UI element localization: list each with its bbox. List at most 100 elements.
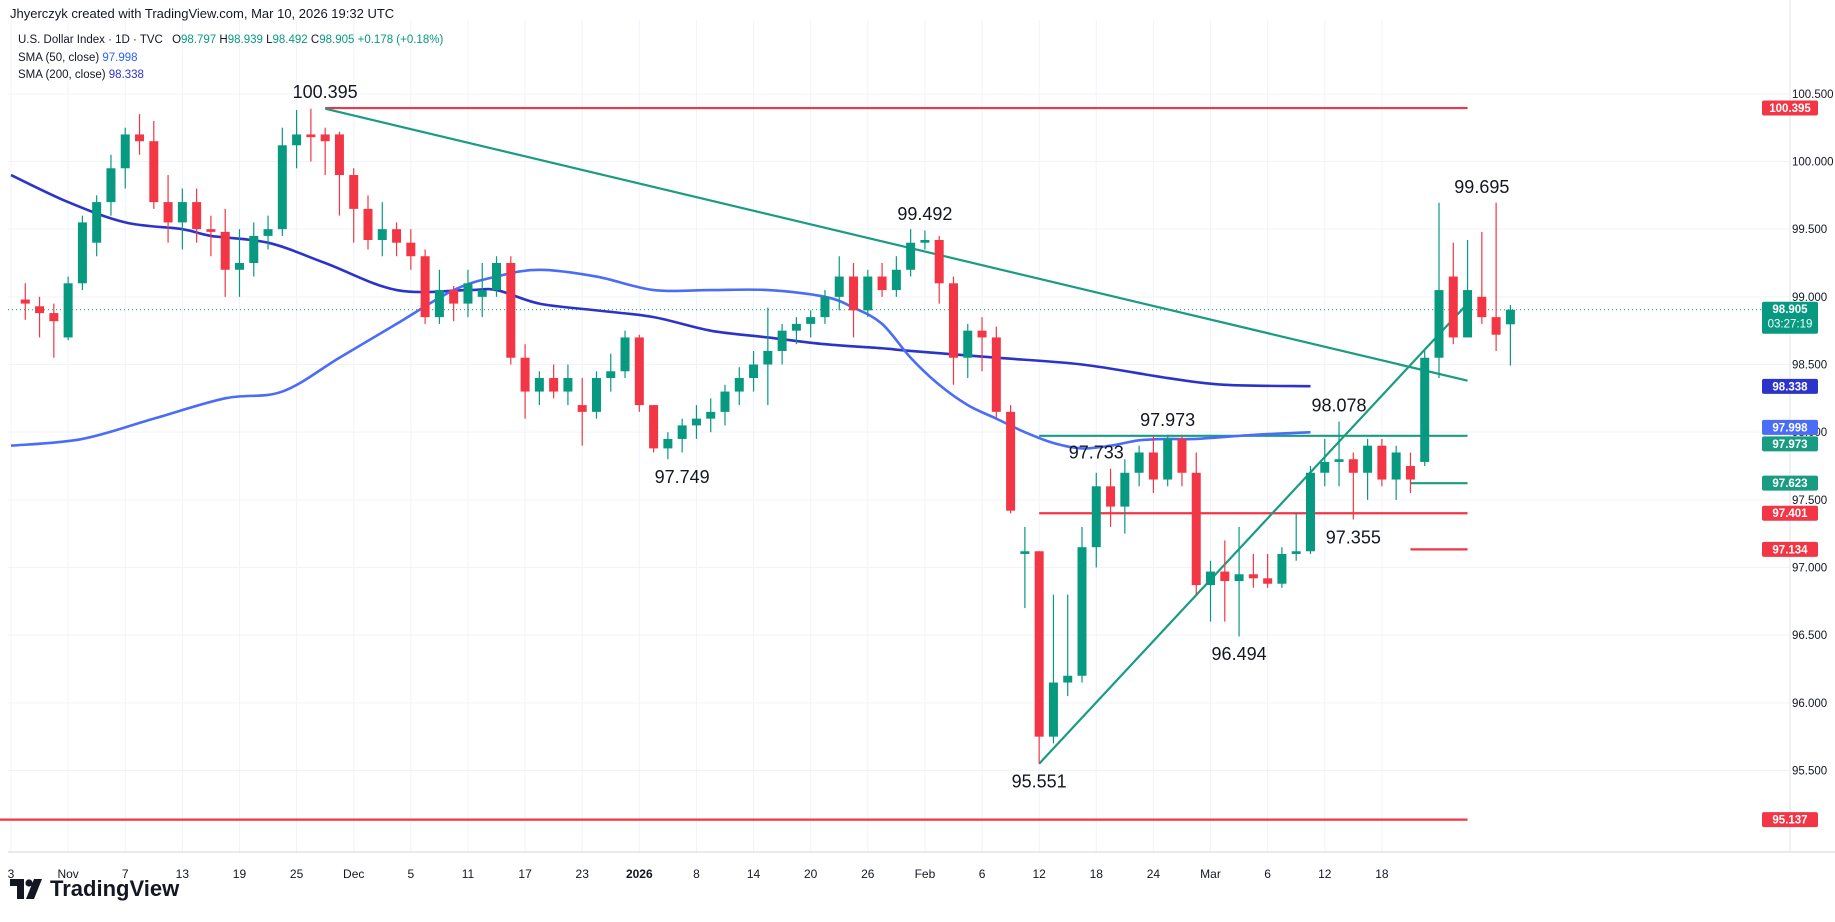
price-label-bg — [1762, 475, 1818, 491]
candle-body — [1177, 438, 1187, 473]
time-tick-label: 25 — [290, 867, 304, 881]
candle-body — [763, 350, 773, 365]
candle-body — [706, 411, 716, 419]
candle-body — [1420, 357, 1430, 462]
candle-body — [577, 405, 587, 412]
candle-body — [1148, 452, 1158, 480]
candle-body — [420, 256, 430, 318]
candle-body — [1206, 571, 1216, 586]
annotation-99.695: 99.695 — [1454, 177, 1509, 197]
price-tick-label: 95.500 — [1792, 766, 1827, 778]
candle-body — [534, 378, 544, 392]
annotation-100.395: 100.395 — [293, 82, 358, 102]
candle-body — [392, 229, 402, 243]
candle-body — [20, 299, 30, 304]
price-label-97.134: 97.134 — [1772, 544, 1808, 556]
time-tick-label: 3 — [8, 867, 15, 881]
candle-body — [49, 313, 59, 322]
candle-body — [292, 134, 302, 146]
sma200-value: 98.338 — [108, 69, 144, 81]
time-tick-label: 18 — [1090, 867, 1104, 881]
candle-body — [149, 141, 159, 203]
candle-body — [1377, 445, 1387, 480]
ohlc-open: 98.797 — [181, 34, 217, 46]
annotation-97.733: 97.733 — [1069, 442, 1124, 462]
candle-body — [306, 134, 316, 138]
candle-body — [320, 134, 330, 142]
candle-body — [1463, 290, 1473, 338]
candle-body — [449, 290, 459, 304]
price-label-bg — [1762, 301, 1818, 334]
candle-body — [135, 134, 145, 142]
symbol-legend: U.S. Dollar Index · 1D · TVC O98.797 H98… — [18, 34, 443, 46]
ohlc-h-label: H — [219, 34, 228, 46]
candle-body — [620, 337, 630, 372]
ohlc-l-label: L — [266, 34, 273, 46]
candle-body — [906, 242, 916, 270]
price-tick-label: 100.000 — [1792, 157, 1834, 169]
sma200-legend[interactable]: SMA (200, close) 98.338 — [18, 69, 144, 81]
tradingview-logo[interactable]: TradingView — [10, 876, 179, 902]
time-tick-label: 13 — [176, 867, 190, 881]
candle-body — [749, 364, 759, 379]
candle-body — [1077, 547, 1087, 676]
ohlc-o-label: O — [172, 34, 182, 46]
candle-body — [1063, 675, 1073, 683]
price-label-97.973: 97.973 — [1772, 439, 1807, 451]
candle-body — [1163, 438, 1173, 480]
candle-body — [106, 168, 116, 203]
candle-body — [334, 134, 344, 176]
candle-body — [834, 276, 844, 297]
candle-body — [1220, 571, 1230, 582]
candle-body — [192, 202, 202, 230]
candle-body — [777, 330, 787, 351]
candle-body — [991, 337, 1001, 412]
candle-body — [920, 239, 930, 243]
price-label-97.998: 97.998 — [1772, 422, 1808, 434]
annotation-98.078: 98.078 — [1312, 396, 1367, 416]
candle-body — [120, 134, 130, 169]
chart-header: Jhyerczyk created with TradingView.com, … — [10, 6, 395, 21]
sma50-label: SMA (50, close) — [18, 52, 100, 64]
price-label-bg — [1762, 378, 1818, 394]
candle-body — [406, 242, 416, 257]
candle-body — [948, 283, 958, 358]
ohlc-c-label: C — [310, 34, 320, 46]
time-tick-label: 23 — [576, 867, 590, 881]
sma200-line — [10, 173, 1311, 388]
candle-body — [1434, 290, 1444, 358]
candle-body — [1277, 553, 1287, 584]
candle-body — [249, 235, 259, 263]
candle-body — [1505, 309, 1515, 325]
candle-body — [492, 263, 502, 291]
price-label-bg — [1762, 100, 1818, 116]
candle-body — [563, 378, 573, 392]
price-label-97.623: 97.623 — [1772, 478, 1807, 490]
symbol-name[interactable]: U.S. Dollar Index · 1D · TVC — [18, 34, 163, 46]
candle-body — [77, 222, 87, 284]
time-tick-label: Feb — [915, 867, 936, 881]
candle-body — [1348, 459, 1358, 473]
candle-body — [1120, 472, 1130, 507]
time-tick-label: 6 — [979, 867, 986, 881]
time-tick-label: Nov — [57, 867, 78, 881]
time-tick-label: 11 — [462, 867, 475, 881]
candle-body — [720, 391, 730, 412]
candle-body — [1291, 551, 1301, 554]
annotation-97.749: 97.749 — [655, 467, 710, 487]
time-tick-label: 17 — [518, 867, 532, 881]
sma50-legend[interactable]: SMA (50, close) 97.998 — [18, 52, 138, 64]
candle-body — [591, 378, 601, 412]
annotation-97.973: 97.973 — [1140, 410, 1195, 430]
time-tick-label: 14 — [747, 867, 761, 881]
price-tick-label: 97.000 — [1792, 563, 1827, 575]
price-tick-label: 96.500 — [1792, 630, 1827, 642]
candle-body — [877, 276, 887, 291]
price-tick-label: 99.500 — [1792, 224, 1827, 236]
candle-body — [1091, 486, 1101, 548]
candle-body — [1106, 486, 1116, 507]
candle-body — [663, 438, 673, 449]
time-tick-label: 2026 — [626, 867, 653, 881]
